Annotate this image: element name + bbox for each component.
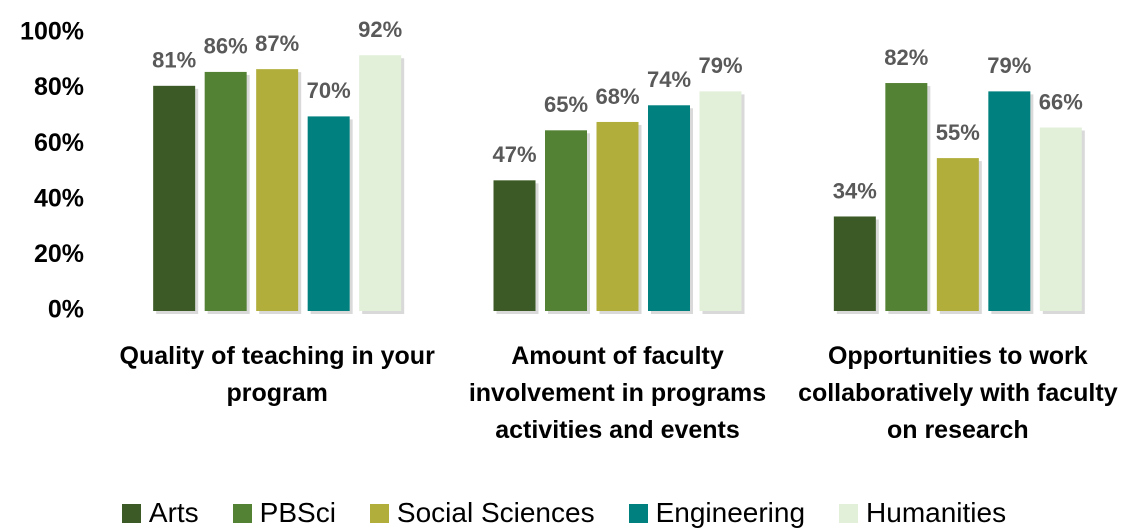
legend-item: Humanities (839, 497, 1006, 529)
bar (833, 216, 876, 311)
value-label: 81% (152, 48, 196, 73)
value-label: 86% (204, 34, 248, 59)
bar (988, 91, 1031, 311)
bar (307, 116, 350, 312)
bar (648, 105, 690, 311)
legend-swatch (121, 503, 141, 523)
legend-label: Social Sciences (396, 497, 595, 528)
bar (359, 55, 402, 311)
value-label: 92% (358, 17, 402, 42)
bar (204, 71, 247, 311)
legend: Arts PBSci Social Sciences Engineering Human… (0, 497, 1128, 529)
value-label: 74% (647, 67, 691, 92)
bar (596, 121, 639, 312)
bar (545, 130, 587, 311)
x-tick-label: Amount of faculty involvement in program… (468, 342, 767, 444)
legend-item: Engineering (628, 497, 806, 529)
legend-label: Humanities (866, 497, 1007, 528)
bar (699, 91, 742, 311)
value-label: 55% (936, 120, 980, 145)
y-tick-label: 20% (34, 240, 84, 268)
legend-swatch (369, 503, 389, 523)
legend-swatch (232, 503, 252, 523)
legend-label: Engineering (655, 497, 806, 528)
value-label: 87% (255, 31, 299, 56)
legend-swatch (628, 503, 648, 523)
bar (936, 158, 979, 311)
legend-item: PBSci (232, 497, 336, 529)
value-label: 65% (544, 92, 588, 117)
legend-label: Arts (148, 497, 199, 528)
legend-label: PBSci (259, 497, 336, 528)
value-label: 34% (833, 178, 877, 203)
value-label: 66% (1039, 89, 1083, 114)
value-label: 82% (884, 45, 928, 70)
value-label: 70% (307, 78, 351, 103)
y-tick-label: 60% (34, 129, 84, 157)
value-label: 68% (595, 84, 639, 109)
x-tick-label: Opportunities to work collaboratively wi… (798, 342, 1118, 444)
y-tick-label: 40% (34, 184, 84, 212)
x-tick-label: Quality of teaching in your program (119, 342, 435, 407)
bar (256, 69, 299, 311)
bar (1039, 127, 1082, 312)
y-tick-label: 0% (48, 296, 84, 324)
y-tick-label: 100% (20, 18, 84, 46)
bar (153, 85, 196, 311)
legend-item: Social Sciences (369, 497, 595, 529)
bar (493, 180, 536, 311)
bar (885, 83, 928, 311)
value-label: 79% (987, 53, 1031, 78)
legend-swatch (839, 503, 859, 523)
y-tick-label: 80% (34, 73, 84, 101)
value-label: 79% (698, 53, 742, 78)
value-label: 47% (492, 142, 536, 167)
legend-item: Arts (121, 497, 199, 529)
